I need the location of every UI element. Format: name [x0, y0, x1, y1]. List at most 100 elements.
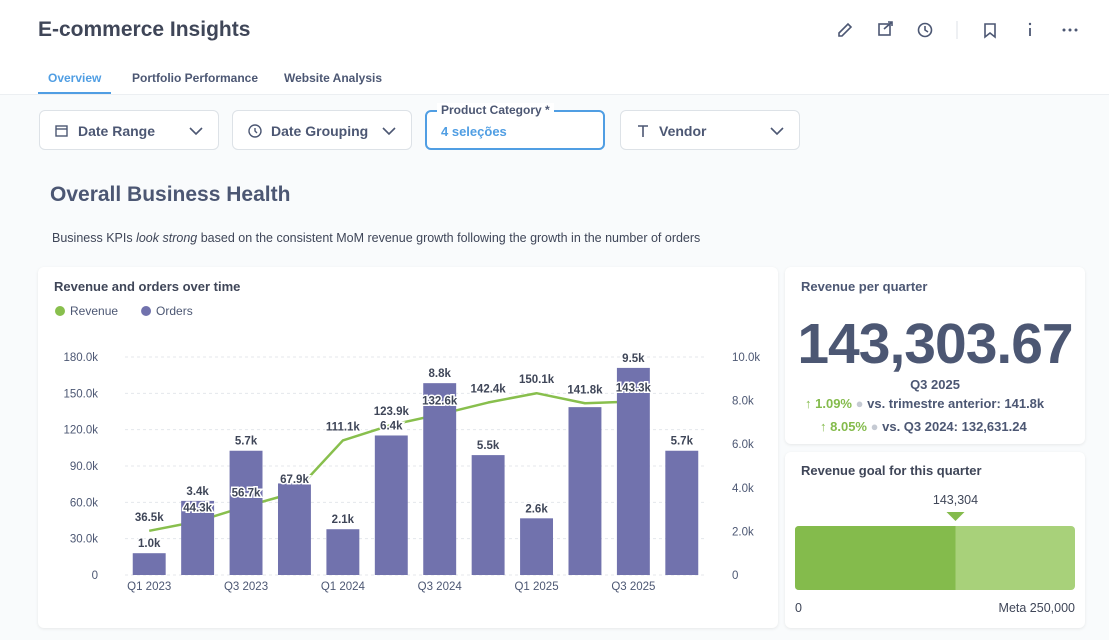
bar	[277, 483, 311, 575]
dot: ●	[870, 419, 879, 434]
y2-tick-label: 4.0k	[732, 483, 754, 495]
text: look strong	[136, 231, 198, 245]
filter[interactable]: Vendor	[620, 110, 800, 150]
header-bar	[0, 0, 1109, 95]
y-tick-label: 0	[92, 570, 98, 582]
bar	[665, 450, 699, 575]
filter[interactable]: Product Category * 4 seleções	[425, 103, 605, 150]
progress-fill	[795, 526, 956, 590]
section-title: Overall Business Health	[50, 183, 291, 206]
filter-label: Product Category *	[437, 103, 554, 117]
data-label: 5.7k	[671, 436, 694, 448]
data-label: 111.1k	[326, 421, 361, 433]
x-tick-label: Q1 2025	[514, 581, 558, 593]
data-label: 123.9k	[374, 406, 410, 418]
filter-label: Date Grouping	[271, 123, 369, 139]
chevron	[382, 127, 396, 136]
data-label: 44.3k	[183, 502, 212, 514]
data-label: 5.7k	[235, 436, 258, 448]
comparison-text: vs. Q3 2024: 132,631.24	[882, 419, 1027, 434]
tab[interactable]: Overview	[38, 71, 112, 94]
legend-label: Revenue	[70, 304, 118, 318]
y-tick-label: 30.0k	[70, 534, 98, 546]
data-label: 5.5k	[477, 440, 500, 452]
chevron	[770, 127, 784, 136]
chevron	[189, 127, 203, 136]
bar	[181, 500, 215, 575]
bar	[568, 407, 602, 575]
chart: Revenue and orders over time Revenue Order…	[54, 279, 760, 593]
clock-icon	[248, 124, 262, 138]
data-label: 67.9k	[280, 474, 309, 486]
x-tick-label: 0	[795, 601, 802, 615]
section-description: Business KPIs look strong based on the c…	[52, 231, 700, 245]
arrow: ↑	[805, 396, 812, 411]
text-icon	[638, 125, 648, 137]
filter-label: Date Range	[78, 123, 156, 139]
text: based on the consistent MoM revenue grow…	[197, 231, 701, 245]
chart-title: Revenue and orders over time	[54, 279, 240, 294]
goal-card: Revenue goal for this quarter 143,304 0 Met…	[785, 452, 1085, 628]
y-tick-label: 90.0k	[70, 461, 98, 473]
x-tick-label: Q1 2023	[127, 581, 171, 593]
data-label: 56.7k	[232, 487, 261, 499]
data-label: 9.5k	[622, 353, 645, 365]
x-tick-label: Q3 2024	[418, 581, 463, 593]
x-tick-label: Q3 2023	[224, 581, 268, 593]
filter[interactable]: Date Grouping	[232, 110, 412, 150]
x-tick-label: Meta 250,000	[999, 601, 1075, 615]
data-label: 143.3k	[616, 382, 652, 394]
y-tick-label: 150.0k	[63, 388, 98, 400]
legend-swatch	[55, 306, 65, 316]
data-label: 141.8k	[567, 384, 603, 396]
filter-label: Vendor	[659, 123, 707, 139]
change: 8.05%	[830, 419, 867, 434]
y-tick-label: 60.0k	[70, 497, 98, 509]
filter-value: 4 seleções	[441, 124, 507, 139]
y2-tick-label: 8.0k	[732, 396, 754, 408]
x-tick-label: Q1 2024	[321, 581, 366, 593]
change: 1.09%	[815, 396, 852, 411]
data-label: 2.1k	[332, 514, 355, 526]
progress-value-label: 143,304	[933, 493, 978, 507]
tab[interactable]: Portfolio Performance	[132, 71, 259, 85]
progress-pointer	[946, 512, 965, 521]
y2-tick-label: 10.0k	[732, 352, 760, 364]
data-label: 2.6k	[525, 503, 548, 515]
kpi-comparison: ↑ 8.05% ● vs. Q3 2024: 132,631.24	[820, 419, 1027, 434]
y2-tick-label: 0	[732, 570, 738, 582]
data-label: 36.5k	[135, 512, 164, 524]
text: Business KPIs	[52, 231, 137, 245]
y2-tick-label: 6.0k	[732, 439, 754, 451]
y2-tick-label: 2.0k	[732, 526, 754, 538]
data-label: 3.4k	[186, 486, 209, 498]
data-label: 6.4k	[380, 420, 403, 432]
calendar-icon	[55, 125, 68, 137]
dashboard-title: E-commerce Insights	[38, 18, 251, 41]
legend-label: Orders	[156, 304, 193, 318]
header-icons[interactable]	[830, 18, 1090, 44]
data-label: 132.6k	[422, 395, 458, 407]
comparison-text: vs. trimestre anterior: 141.8k	[867, 396, 1045, 411]
legend-swatch	[141, 306, 152, 316]
bar	[616, 367, 650, 575]
chart-card: Revenue and orders over time Revenue Order…	[38, 267, 778, 628]
chart-title: Revenue goal for this quarter	[801, 463, 982, 478]
dot: ●	[855, 396, 864, 411]
kpi-comparison: ↑ 1.09% ● vs. trimestre anterior: 141.8k	[805, 396, 1044, 411]
bar	[423, 383, 457, 575]
kpi-period: Q3 2025	[910, 377, 960, 392]
kpi-value: 143,303.67	[797, 312, 1073, 376]
kpi-card: Revenue per quarter 143,303.67 Q3 2025 ↑…	[785, 267, 1085, 444]
data-label: 8.8k	[429, 368, 452, 380]
data-label: 142.4k	[471, 384, 507, 396]
progress-chart: Revenue goal for this quarter 143,304 0 Met…	[795, 463, 1075, 615]
data-label: 1.0k	[138, 538, 161, 550]
bar	[326, 529, 360, 575]
bar	[520, 518, 554, 575]
data-label: 150.1k	[519, 374, 555, 386]
kpi-title: Revenue per quarter	[801, 279, 928, 294]
filter[interactable]: Date Range	[39, 110, 219, 150]
tab[interactable]: Website Analysis	[284, 71, 383, 85]
